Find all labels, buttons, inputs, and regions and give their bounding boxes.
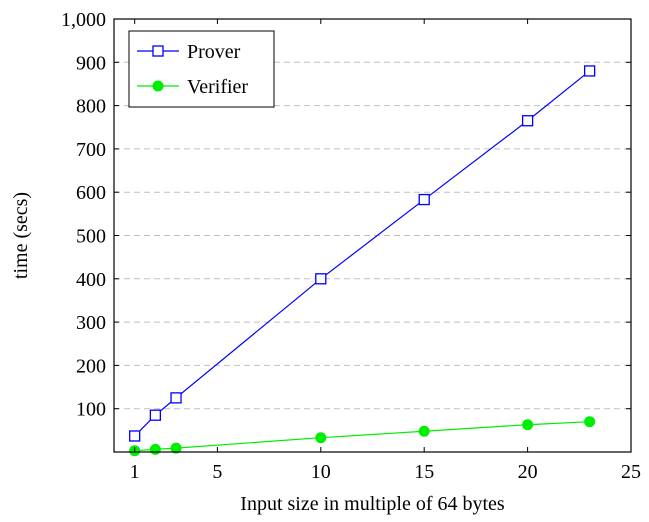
data-point <box>149 443 161 455</box>
y-tick-label: 100 <box>76 399 106 421</box>
legend-box <box>128 30 275 108</box>
y-tick-label: 400 <box>76 269 106 291</box>
y-tick-label: 600 <box>76 182 106 204</box>
y-tick-label: 200 <box>76 355 106 377</box>
data-point <box>149 409 162 421</box>
grid-lines <box>114 61 631 410</box>
y-tick-label: 700 <box>76 139 106 161</box>
y-tick-label: 500 <box>76 226 106 248</box>
data-point <box>129 430 141 442</box>
data-point <box>315 273 327 285</box>
series-line <box>134 421 590 452</box>
data-point <box>315 432 327 444</box>
legend-marker <box>152 80 164 92</box>
x-axis-label: Input size in multiple of 64 bytes <box>240 493 505 515</box>
series-layer <box>129 65 596 457</box>
data-point <box>418 193 430 206</box>
y-tick-label: 900 <box>76 52 106 74</box>
x-axis-ticks: 1 5 10 15 20 25 <box>130 19 641 483</box>
legend-label: Prover <box>187 41 241 63</box>
series-line <box>134 70 591 437</box>
x-tick-label: 20 <box>518 461 538 483</box>
x-tick-label: 25 <box>621 461 641 483</box>
x-tick-label: 10 <box>311 461 331 483</box>
y-tick-label: 800 <box>76 96 106 118</box>
y-axis-ticks: 100 200 300 400 500 600 700 800 900 1,000 <box>61 9 631 421</box>
y-axis-label: time (secs) <box>10 192 32 279</box>
x-tick-label: 15 <box>414 461 434 483</box>
data-point <box>170 392 182 404</box>
data-point <box>170 442 182 454</box>
data-point <box>521 115 534 127</box>
legend-marker <box>152 45 164 57</box>
x-tick-label: 1 <box>130 461 140 483</box>
data-point <box>522 419 534 431</box>
y-tick-label: 300 <box>76 312 106 334</box>
data-point <box>583 65 596 77</box>
legend-entry: Verifier <box>137 76 248 98</box>
data-point <box>584 416 596 428</box>
y-tick-label: 1,000 <box>61 9 106 31</box>
series-verifier <box>129 416 596 457</box>
legend-label: Verifier <box>187 76 248 98</box>
legend-entry: Prover <box>137 41 241 63</box>
legend-entries: Prover Verifier <box>137 41 248 98</box>
x-tick-label: 5 <box>212 461 222 483</box>
data-point <box>418 425 430 437</box>
series-prover <box>129 65 596 442</box>
legend: Prover Verifier <box>128 30 275 108</box>
